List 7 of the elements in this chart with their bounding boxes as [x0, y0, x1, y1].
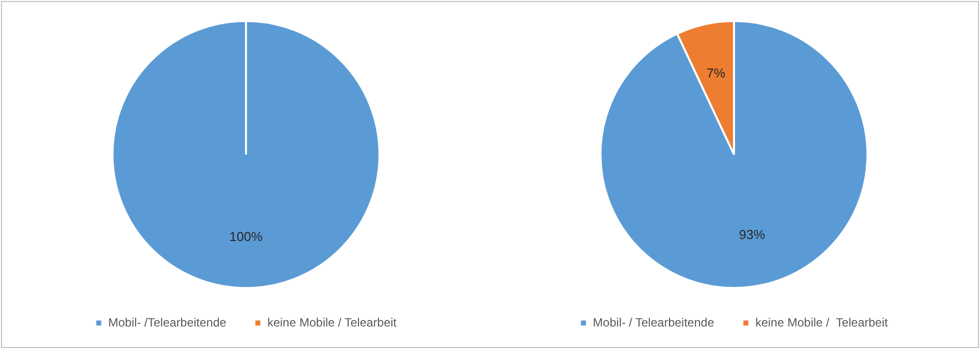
legend-label: keine Mobile / Telearbeit — [267, 315, 398, 330]
legend-label: Mobil- /Telearbeitende — [108, 315, 227, 330]
data-label: 100% — [229, 228, 264, 244]
data-label: 7% — [706, 65, 726, 80]
legend-label: keine Mobile / Telearbeit — [755, 315, 889, 330]
data-label: 93% — [739, 226, 766, 242]
legend-label: Mobil- / Telearbeitende — [592, 315, 714, 330]
